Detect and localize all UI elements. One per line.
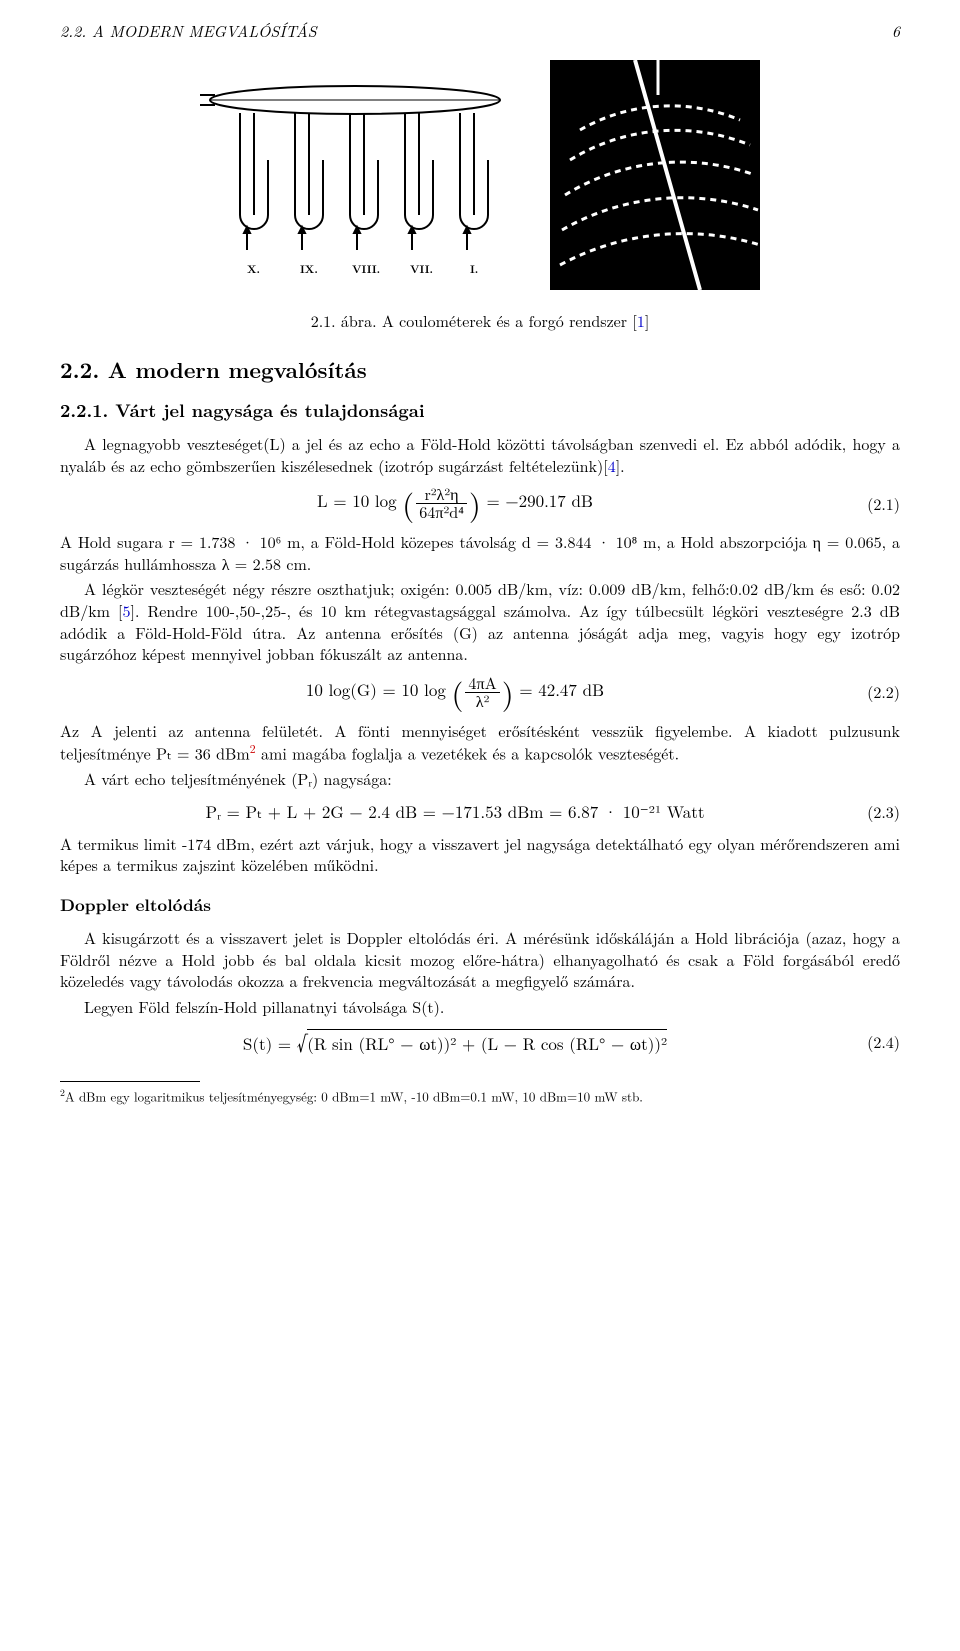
paragraph: A Hold sugara r = 1.738 · 10⁶ m, a Föld-… xyxy=(60,531,900,574)
tube-label: VII. xyxy=(410,262,433,277)
tube-label: X. xyxy=(247,262,260,277)
subsection-heading: 2.2.1. Várt jel nagysága és tulajdonsága… xyxy=(60,399,900,423)
paragraph: A legnagyobb veszteséget(L) a jel és az … xyxy=(60,433,900,476)
subsection-number: 2.2.1. xyxy=(60,398,108,423)
body-text: ]. Rendre 100-,50-,25-, és 10 km rétegva… xyxy=(60,599,900,665)
coulometer-svg: X. IX. VIII. VII. I. xyxy=(200,65,510,285)
eq-lhs: L = 10 log xyxy=(317,488,397,512)
section-heading: 2.2. A modern megvalósítás xyxy=(60,355,900,385)
figure-row: X. IX. VIII. VII. I. xyxy=(60,60,900,290)
tube-label: VIII. xyxy=(352,262,380,277)
page-header: 2.2. A MODERN MEGVALÓSÍTÁS 6 xyxy=(60,20,900,42)
equation-tag: (2.1) xyxy=(850,493,900,515)
citation-link[interactable]: 1 xyxy=(637,309,645,332)
eq-denominator: λ² xyxy=(465,693,499,710)
equation: L = 10 log (r²λ²η64π²d⁴) = −290.17 dB (2… xyxy=(60,486,900,521)
citation-link[interactable]: 5 xyxy=(123,599,131,622)
header-page-number: 6 xyxy=(892,20,900,42)
figure-rotating-system xyxy=(550,60,760,290)
equation-tag: (2.3) xyxy=(850,801,900,823)
caption-text-suffix: ] xyxy=(645,309,649,332)
body-text: ]. xyxy=(616,454,625,477)
eq-radicand: (R sin (RL° − ωt))² + (L − R cos (RL° − … xyxy=(307,1029,667,1055)
figure-caption: 2.1. ábra. A coulométerek és a forgó ren… xyxy=(60,310,900,332)
equation-tag: (2.2) xyxy=(850,681,900,703)
subsection-title: Várt jel nagysága és tulajdonságai xyxy=(115,398,424,423)
caption-text-prefix: 2.1. ábra. A coulométerek és a forgó ren… xyxy=(311,309,637,332)
paragraph: A kisugárzott és a visszavert jelet is D… xyxy=(60,927,900,992)
footnote-separator xyxy=(60,1081,200,1082)
body-text: A legnagyobb veszteséget(L) a jel és az … xyxy=(60,432,900,477)
paragraph: A várt echo teljesítményének (Pᵣ) nagysá… xyxy=(60,768,900,790)
tube-label: I. xyxy=(470,262,478,277)
eq-rhs: = −290.17 dB xyxy=(486,488,593,512)
paragraph: Legyen Föld felszín-Hold pillanatnyi táv… xyxy=(60,996,900,1018)
section-title: A modern megvalósítás xyxy=(108,354,367,385)
paragraph: Az A jelenti az antenna felületét. A fön… xyxy=(60,720,900,765)
citation-link[interactable]: 4 xyxy=(608,454,616,477)
eq-expression: Pᵣ = Pₜ + L + 2G − 2.4 dB = −171.53 dBm … xyxy=(206,799,705,823)
equation: S(t) = √(R sin (RL° − ωt))² + (L − R cos… xyxy=(60,1027,900,1057)
figure-coulometer: X. IX. VIII. VII. I. xyxy=(200,65,510,285)
eq-lhs: 10 log(G) = 10 log xyxy=(306,677,446,701)
paragraph: A termikus limit -174 dBm, ezért azt vár… xyxy=(60,833,900,876)
eq-lhs: S(t) = xyxy=(243,1031,297,1055)
eq-rhs: = 42.47 dB xyxy=(519,677,604,701)
footnote-text: A dBm egy logaritmikus teljesítményegysé… xyxy=(65,1086,643,1105)
body-text: A Hold sugara r = 1.738 · 10⁶ m, a Föld-… xyxy=(60,530,900,575)
footnote: 2A dBm egy logaritmikus teljesítményegys… xyxy=(60,1086,900,1105)
paragraph: A légkör veszteségét négy részre oszthat… xyxy=(60,578,900,664)
paragraph-heading: Doppler eltolódás xyxy=(60,894,900,917)
equation: Pᵣ = Pₜ + L + 2G − 2.4 dB = −171.53 dBm … xyxy=(60,800,900,823)
body-text: ami magába foglalja a vezetékek és a kap… xyxy=(256,742,679,765)
tube-label: IX. xyxy=(300,262,318,277)
eq-denominator: 64π²d⁴ xyxy=(416,504,467,521)
equation: 10 log(G) = 10 log (4πAλ²) = 42.47 dB (2… xyxy=(60,675,900,710)
header-left: 2.2. A MODERN MEGVALÓSÍTÁS xyxy=(60,20,317,42)
section-number: 2.2. xyxy=(60,354,99,385)
rotating-system-svg xyxy=(550,60,760,290)
equation-tag: (2.4) xyxy=(850,1031,900,1053)
